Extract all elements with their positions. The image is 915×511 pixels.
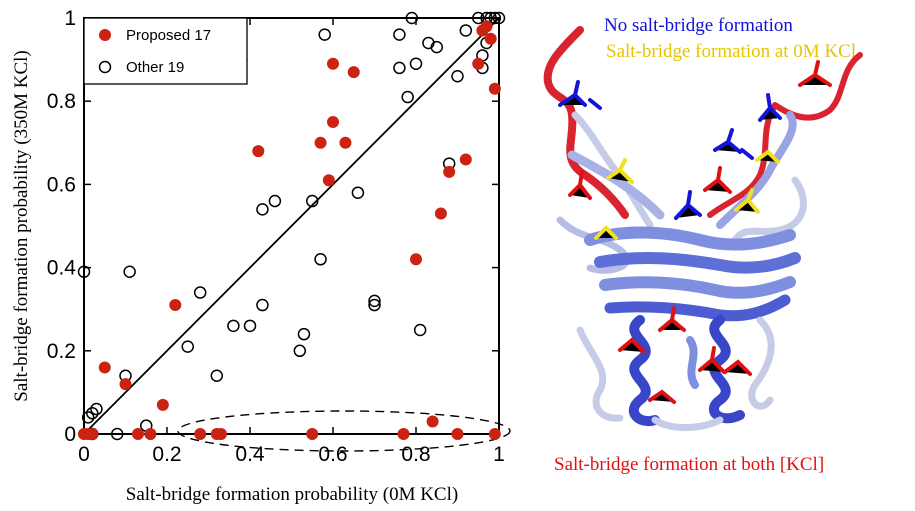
scatter-point-proposed bbox=[327, 57, 339, 70]
scatter-point-other bbox=[405, 11, 419, 25]
scatter-point-other bbox=[77, 265, 91, 279]
x-tick-label: 0.4 bbox=[235, 443, 265, 466]
y-tick-label: 0.6 bbox=[47, 173, 76, 196]
scatter-point-proposed bbox=[119, 378, 132, 391]
scatter-point-other bbox=[81, 411, 95, 424]
scatter-point-other bbox=[256, 203, 269, 216]
scatter-point-other bbox=[227, 319, 240, 333]
scatter-point-other bbox=[393, 28, 406, 41]
y-tick-label: 0 bbox=[64, 423, 76, 446]
scatter-point-other bbox=[472, 11, 485, 25]
scatter-point-other bbox=[268, 194, 282, 208]
scatter-point-proposed bbox=[169, 299, 182, 312]
protein-ribbon bbox=[543, 26, 863, 431]
protein-structure-panel: No salt-bridge formation Salt-bridge for… bbox=[543, 15, 863, 475]
scatter-point-other bbox=[123, 265, 136, 279]
scatter-point-other bbox=[243, 319, 257, 333]
plot-frame bbox=[83, 17, 500, 435]
legend-marker-proposed bbox=[99, 29, 111, 41]
scatter-point-other bbox=[430, 40, 443, 54]
series-proposed bbox=[78, 20, 501, 440]
label-salt-bridge-0m: Salt-bridge formation at 0M KCl bbox=[606, 41, 856, 62]
scatter-point-proposed bbox=[488, 82, 501, 95]
scatter-point-other bbox=[351, 186, 365, 199]
scatter-point-other bbox=[413, 323, 427, 337]
y-tick-label: 0.2 bbox=[47, 340, 76, 363]
scatter-point-other bbox=[488, 11, 502, 25]
x-tick-label: 0.6 bbox=[318, 443, 347, 466]
x-axis-label: Salt-bridge formation probability (0M KC… bbox=[126, 484, 458, 505]
scatter-point-proposed bbox=[156, 398, 169, 411]
label-no-salt-bridge: No salt-bridge formation bbox=[604, 15, 793, 36]
scatter-point-other bbox=[393, 61, 406, 75]
scatter-point-other bbox=[297, 327, 311, 341]
scatter-point-proposed bbox=[484, 32, 497, 45]
scatter-point-proposed bbox=[144, 428, 157, 440]
scatter-point-proposed bbox=[443, 165, 456, 178]
scatter-point-proposed bbox=[472, 57, 485, 70]
legend-marker-other bbox=[98, 60, 112, 74]
scatter-point-other bbox=[314, 253, 327, 266]
scatter-point-other bbox=[193, 286, 207, 299]
scatter-point-proposed bbox=[451, 428, 464, 440]
scatter-point-proposed bbox=[397, 428, 410, 440]
scatter-point-proposed bbox=[306, 428, 319, 440]
scatter-point-proposed bbox=[98, 361, 111, 374]
scatter-point-proposed bbox=[459, 153, 472, 166]
scatter-point-other bbox=[210, 369, 224, 383]
scatter-point-proposed bbox=[426, 415, 439, 428]
y-axis-label: Salt-bridge formation probability (350M … bbox=[11, 50, 32, 401]
scatter-point-other bbox=[409, 57, 423, 71]
x-tick-label: 0.8 bbox=[401, 443, 430, 466]
scatter-point-other bbox=[401, 90, 414, 104]
scatter-point-proposed bbox=[347, 66, 360, 79]
scatter-chart: 0 0.2 0.4 0.6 0.8 1 0 0.2 0.4 0.6 0.8 1 Salt-bridge… bbox=[11, 7, 511, 505]
scatter-point-other bbox=[110, 427, 124, 441]
scatter-point-other bbox=[90, 402, 103, 416]
scatter-point-proposed bbox=[314, 136, 327, 149]
x-tick-label: 0 bbox=[78, 443, 90, 466]
legend: Proposed 17 Other 19 bbox=[83, 17, 248, 85]
scatter-point-other bbox=[256, 298, 269, 312]
residue-sticks-yellow bbox=[594, 149, 780, 240]
label-salt-bridge-both: Salt-bridge formation at both [KCl] bbox=[554, 454, 824, 475]
scatter-point-proposed bbox=[339, 136, 352, 149]
y-tick-label: 0.4 bbox=[47, 257, 77, 280]
x-tick-label: 0.2 bbox=[152, 443, 181, 466]
scatter-point-other bbox=[492, 11, 506, 25]
scatter-point-proposed bbox=[434, 207, 447, 220]
scatter-point-proposed bbox=[322, 174, 335, 187]
residue-sticks-blue bbox=[558, 80, 782, 220]
scatter-point-other bbox=[293, 344, 307, 358]
legend-box bbox=[83, 17, 248, 85]
diagonal-line bbox=[83, 17, 500, 435]
scatter-point-proposed bbox=[410, 253, 422, 266]
scatter-point-other bbox=[86, 406, 99, 420]
scatter-point-other bbox=[181, 340, 194, 353]
scatter-point-other bbox=[306, 194, 319, 208]
scatter-point-other bbox=[451, 69, 464, 83]
scatter-point-proposed bbox=[488, 428, 501, 440]
scatter-point-proposed bbox=[131, 428, 144, 440]
y-tick-label: 1 bbox=[64, 7, 76, 30]
y-tick-label: 0.8 bbox=[47, 90, 76, 113]
highlight-ellipse bbox=[177, 410, 511, 452]
scatter-point-proposed bbox=[480, 20, 493, 33]
legend-label-proposed: Proposed 17 bbox=[126, 27, 211, 44]
scatter-point-proposed bbox=[86, 428, 99, 440]
scatter-point-other bbox=[318, 28, 331, 41]
scatter-point-proposed bbox=[327, 116, 339, 128]
legend-label-other: Other 19 bbox=[126, 59, 184, 76]
scatter-point-other bbox=[368, 298, 381, 312]
residue-sticks-red bbox=[568, 60, 832, 404]
series-other bbox=[77, 11, 506, 441]
scatter-point-proposed bbox=[194, 428, 207, 440]
x-tick-label: 1 bbox=[493, 443, 505, 466]
scatter-point-other bbox=[368, 294, 381, 308]
scatter-point-other bbox=[459, 24, 473, 37]
scatter-point-proposed bbox=[252, 145, 265, 158]
scatter-point-proposed bbox=[214, 428, 227, 440]
